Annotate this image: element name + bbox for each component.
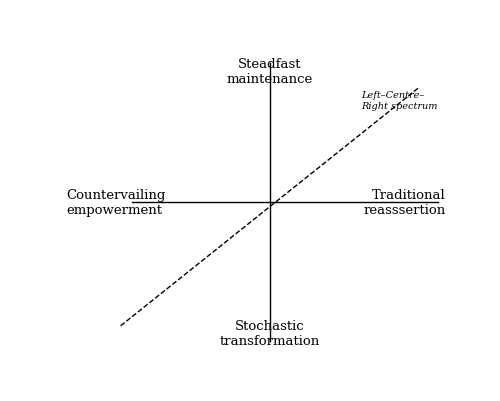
Text: Countervailing
empowerment: Countervailing empowerment xyxy=(66,188,166,217)
Text: Traditional
reasssertion: Traditional reasssertion xyxy=(364,188,446,217)
Text: Left–Centre–
Right spectrum: Left–Centre– Right spectrum xyxy=(361,91,438,110)
Text: Stochastic
transformation: Stochastic transformation xyxy=(220,320,320,348)
Text: Steadfast
maintenance: Steadfast maintenance xyxy=(226,57,313,85)
